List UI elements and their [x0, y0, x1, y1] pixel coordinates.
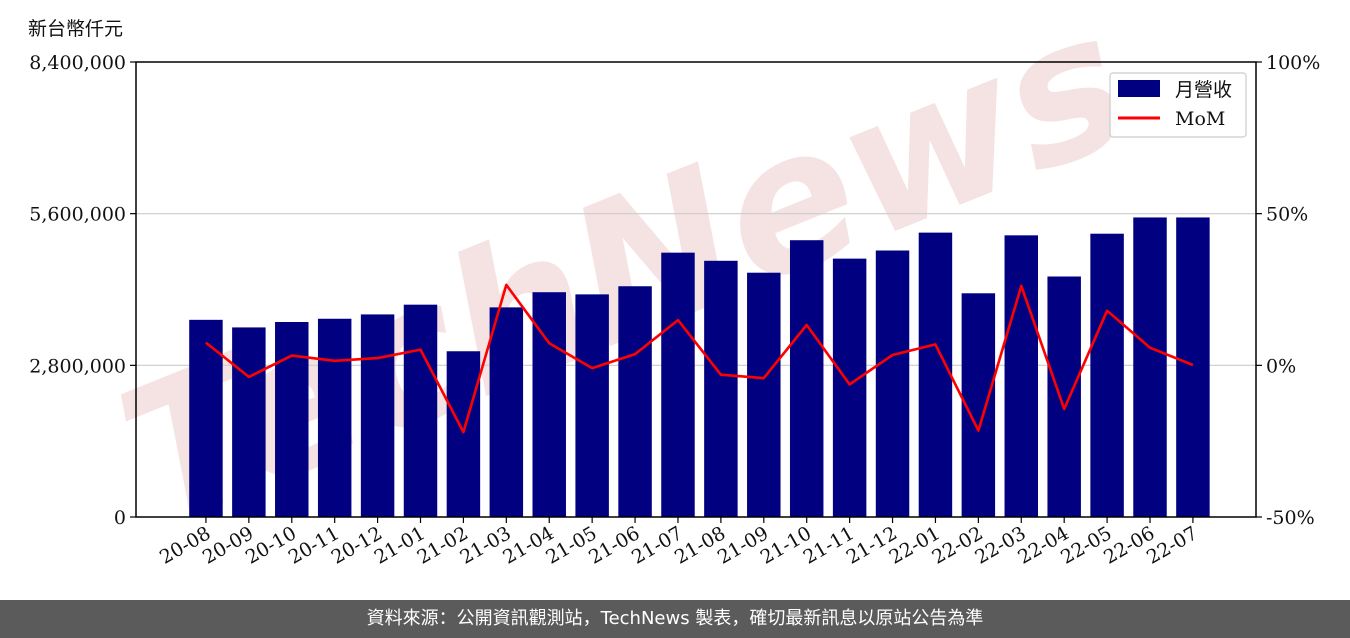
chart-svg: TechNews02,800,0005,600,0008,400,000-50%… [29, 0, 1320, 570]
y-right-tick-label: -50% [1266, 507, 1315, 529]
y-axis-unit-label: 新台幣仟元 [28, 18, 124, 40]
bar [661, 252, 695, 517]
y-right-tick-label: 100% [1266, 52, 1320, 74]
bar [618, 286, 652, 517]
plot-frame [135, 61, 1257, 518]
y-right-tick-label: 50% [1266, 204, 1308, 226]
bar [232, 327, 266, 517]
bar [1176, 217, 1210, 518]
bar [1047, 276, 1081, 517]
bar [747, 272, 781, 517]
bar [275, 322, 309, 517]
bar [918, 232, 953, 517]
source-footer: 資料來源：公開資訊觀測站，TechNews 製表，確切最新訊息以原站公告為準 [0, 600, 1350, 638]
bar [446, 351, 481, 517]
bar [403, 304, 438, 517]
chart: 新台幣仟元 TechNews 0 2,800,000 5,600,000 8,400,0… [28, 0, 1320, 570]
bar [704, 260, 738, 517]
bar [875, 250, 910, 517]
bar [575, 294, 609, 517]
y-left-tick-label: 0 [114, 507, 126, 529]
mom-line [205, 283, 1194, 434]
x-tick-label: 22-07 [1143, 522, 1201, 568]
legend-swatch-bar [1118, 80, 1160, 97]
bar [789, 240, 824, 518]
bar [961, 293, 996, 517]
bar [1133, 217, 1167, 518]
legend-label-revenue: 月營收 [1175, 79, 1232, 101]
bar [360, 314, 395, 517]
y-left-tick-label: 5,600,000 [29, 204, 126, 226]
bar [1004, 235, 1039, 518]
y-left-tick-label: 2,800,000 [29, 355, 126, 377]
y-right-tick-label: 0% [1266, 355, 1296, 377]
bar [1090, 233, 1124, 518]
bar [317, 318, 352, 517]
bar [832, 258, 867, 517]
bar [189, 319, 223, 517]
legend: 月營收 MoM [1109, 72, 1247, 138]
legend-label-mom: MoM [1175, 108, 1225, 130]
y-left-tick-label: 8,400,000 [29, 52, 126, 74]
bar [489, 307, 524, 517]
